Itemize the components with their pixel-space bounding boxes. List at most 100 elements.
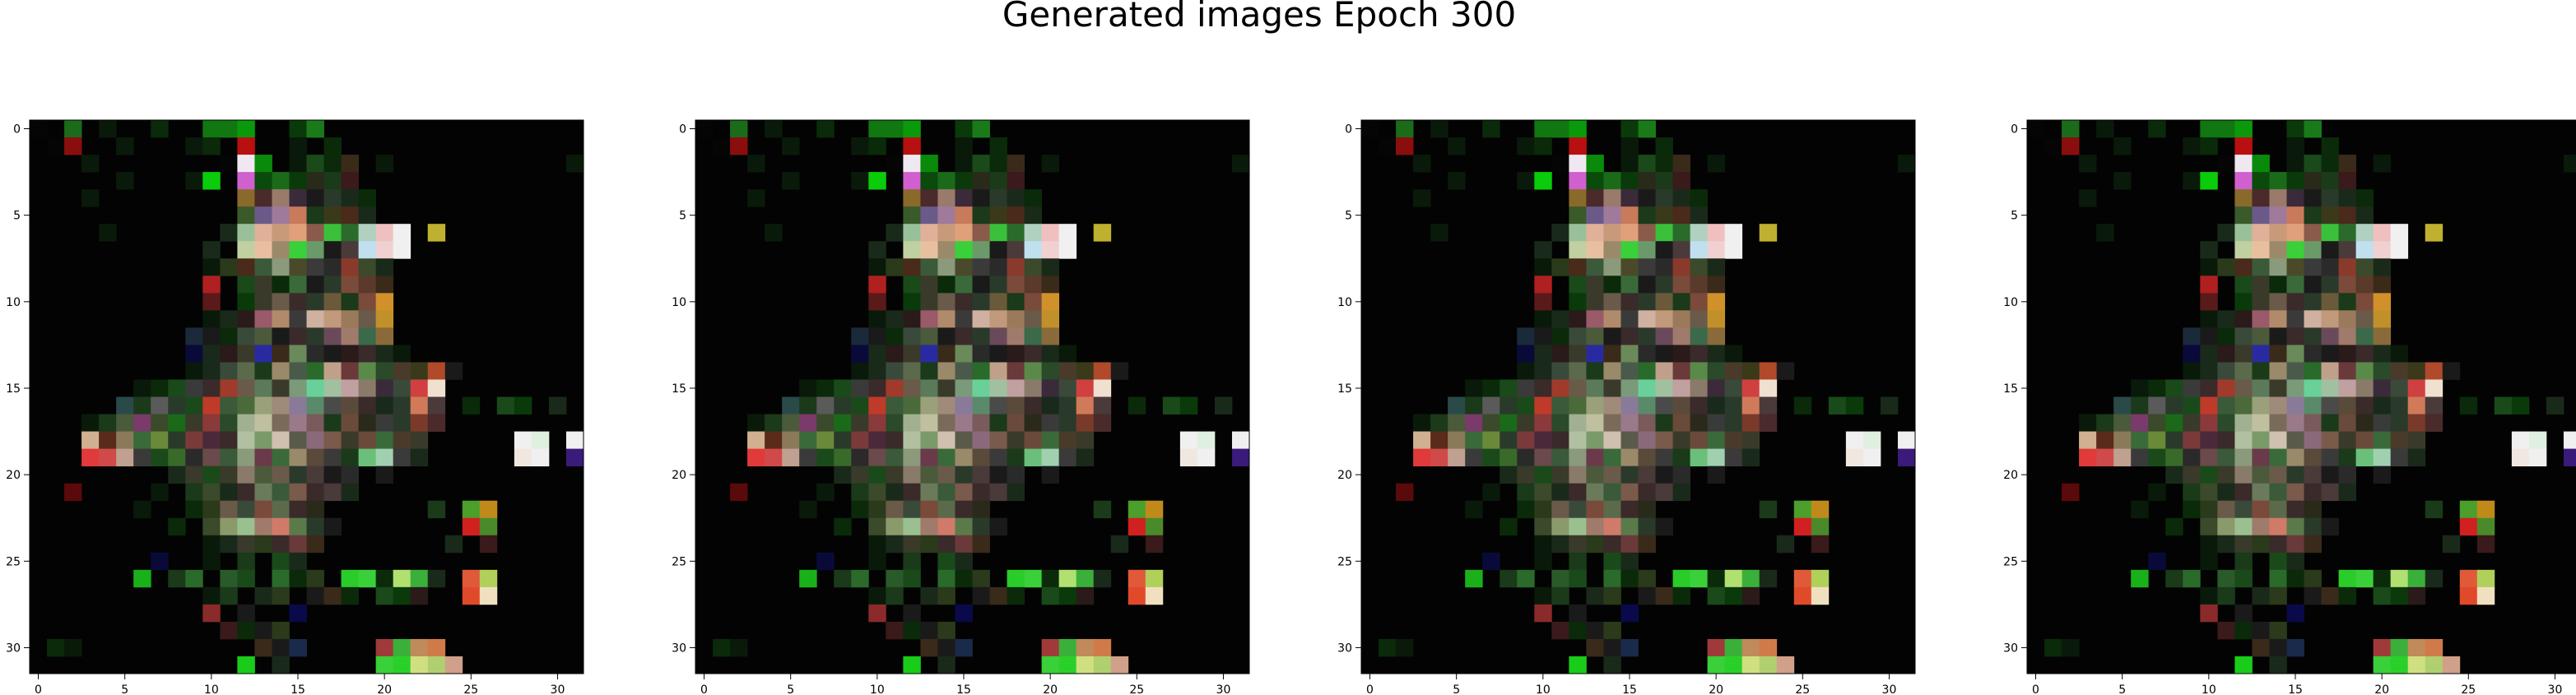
image-pixel — [2234, 466, 2253, 484]
image-pixel — [341, 155, 359, 173]
image-pixel — [1041, 396, 1060, 415]
image-pixel — [2234, 448, 2253, 467]
image-pixel — [1603, 621, 1621, 640]
image-pixel — [1741, 638, 1760, 657]
image-pixel — [1041, 241, 1060, 259]
image-pixel — [2165, 396, 2183, 415]
image-pixel — [289, 189, 307, 207]
image-pixel — [1620, 517, 1639, 536]
image-pixel — [185, 569, 203, 588]
image-pixel — [920, 621, 938, 640]
image-pixel — [2304, 362, 2322, 380]
image-pixel — [254, 586, 272, 605]
image-pixel — [306, 172, 324, 190]
image-pixel — [2200, 431, 2218, 449]
image-pixel — [782, 137, 800, 155]
image-pixel — [237, 241, 255, 259]
image-pixel — [955, 172, 973, 190]
image-pixel — [1058, 345, 1077, 363]
image-pixel — [1741, 379, 1760, 397]
figure-title: Generated images Epoch 300 — [1002, 0, 1516, 35]
x-tick-label: 20 — [1709, 683, 1723, 695]
image-pixel — [920, 241, 938, 259]
image-pixel — [2234, 120, 2253, 138]
image-pixel — [306, 466, 324, 484]
image-pixel — [851, 466, 869, 484]
image-pixel — [341, 258, 359, 276]
image-pixel — [1551, 414, 1569, 432]
x-tick-label: 25 — [1795, 683, 1810, 695]
image-pixel — [2286, 517, 2304, 536]
image-pixel — [323, 345, 342, 363]
image-pixel — [2321, 483, 2339, 502]
x-tick-label: 0 — [700, 683, 708, 695]
image-pixel — [1076, 396, 1095, 415]
image-pixel — [2304, 483, 2322, 502]
image-pixel — [2511, 431, 2530, 449]
image-pixel — [2200, 362, 2218, 380]
y-tick-label: 25 — [672, 555, 686, 568]
image-pixel — [1586, 500, 1604, 519]
image-pixel — [1620, 258, 1639, 276]
image-pixel — [64, 137, 82, 155]
image-pixel — [1551, 483, 1569, 502]
image-pixel — [393, 414, 412, 432]
image-pixel — [868, 414, 886, 432]
image-pixel — [1655, 258, 1673, 276]
image-pixel — [358, 362, 377, 380]
image-pixel — [1517, 396, 1535, 415]
image-pixel — [1672, 396, 1690, 415]
image-pixel — [202, 241, 221, 259]
image-pixel — [2373, 448, 2392, 467]
image-pixel — [289, 569, 307, 588]
image-pixel — [358, 569, 377, 588]
image-pixel — [237, 258, 255, 276]
image-pixel — [323, 310, 342, 328]
image-pixel — [920, 310, 938, 328]
image-pixel — [2286, 189, 2304, 207]
image-pixel — [2286, 241, 2304, 259]
image-pixel — [1024, 241, 1043, 259]
image-pixel — [1586, 414, 1604, 432]
image-pixel — [306, 327, 324, 345]
image-pixel — [64, 120, 82, 138]
image-pixel — [2200, 137, 2218, 155]
image-pixel — [237, 448, 255, 467]
image-pixel — [306, 258, 324, 276]
image-pixel — [868, 310, 886, 328]
image-pixel — [237, 172, 255, 190]
image-pixel — [903, 137, 921, 155]
image-pixel — [1707, 327, 1726, 345]
image-pixel — [2217, 327, 2235, 345]
image-pixel — [2113, 137, 2132, 155]
image-pixel — [1707, 638, 1726, 657]
image-pixel — [341, 379, 359, 397]
image-pixel — [1482, 483, 1500, 502]
y-tick-label: 30 — [6, 642, 21, 655]
image-pixel — [1534, 172, 1552, 190]
image-pixel — [341, 276, 359, 294]
image-pixel — [1638, 293, 1656, 311]
image-pixel — [2304, 396, 2322, 415]
image-pixel — [323, 586, 342, 605]
image-pixel — [2286, 552, 2304, 571]
image-pixel — [937, 276, 956, 294]
image-pixel — [2355, 310, 2374, 328]
image-pixel — [237, 604, 255, 623]
image-pixel — [1638, 448, 1656, 467]
image-pixel — [1603, 276, 1621, 294]
image-pixel — [289, 120, 307, 138]
image-pixel — [1534, 293, 1552, 311]
image-pixel — [1603, 586, 1621, 605]
image-pixel — [920, 327, 938, 345]
image-pixel — [2234, 379, 2253, 397]
image-pixel — [1093, 224, 1112, 242]
x-tick-label: 5 — [2118, 683, 2126, 695]
image-pixel — [868, 327, 886, 345]
image-pixel — [1690, 431, 1709, 449]
y-tick-label: 20 — [672, 469, 686, 482]
image-pixel — [237, 379, 255, 397]
image-pixel — [1041, 362, 1060, 380]
image-pixel — [99, 414, 117, 432]
image-pixel — [1759, 656, 1778, 674]
